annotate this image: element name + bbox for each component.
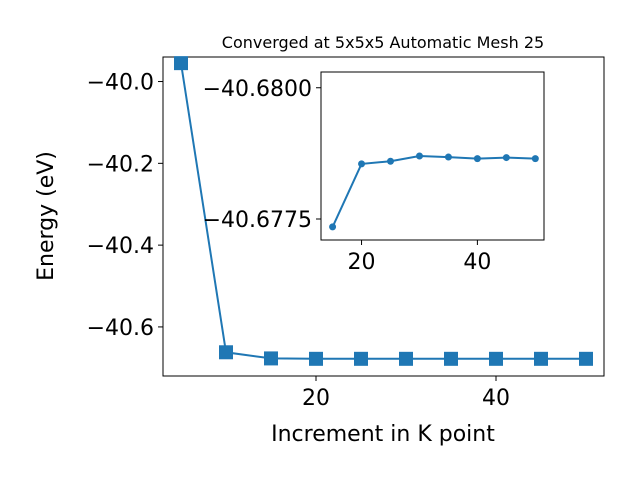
y-tick-label: −40.6800 [203,77,312,102]
main-x-axis: 20 40 [302,376,510,411]
data-point [579,351,593,366]
x-tick-label: 40 [463,250,491,275]
data-point [534,351,548,366]
data-point [174,56,188,71]
data-point [358,160,366,168]
x-axis-label: Increment in K point [271,422,495,447]
series-line [180,62,586,360]
series-line [331,154,536,228]
data-point [329,223,337,231]
data-point [473,155,481,163]
data-point [489,351,503,366]
main-y-axis: −40.0 −40.2 −40.4 −40.6 [87,71,163,341]
y-tick-label: −40.6775 [203,208,312,233]
inset-x-axis: 20 40 [348,240,491,275]
data-point [354,351,368,366]
data-point [531,155,539,163]
y-tick-label: −40.0 [87,71,154,96]
y-tick-label: −40.2 [87,152,154,177]
y-tick-label: −40.4 [87,234,154,259]
data-point [309,351,323,366]
inset-y-axis: −40.6800 −40.6775 [203,77,321,233]
data-point [387,157,395,165]
x-tick-label: 40 [482,386,510,411]
main-plot-area [162,56,605,377]
main-series [174,56,593,366]
data-point [444,153,452,161]
chart-title: Converged at 5x5x5 Automatic Mesh 25 [222,33,544,52]
data-point [415,152,423,160]
data-point [399,351,413,366]
inset-series [329,152,539,231]
y-axis-label: Energy (eV) [34,151,59,281]
data-point [219,345,233,360]
x-tick-label: 20 [302,386,330,411]
y-tick-label: −40.6 [87,316,154,341]
data-point [444,351,458,366]
data-point [502,154,510,162]
x-tick-label: 20 [348,250,376,275]
data-point [264,351,278,366]
